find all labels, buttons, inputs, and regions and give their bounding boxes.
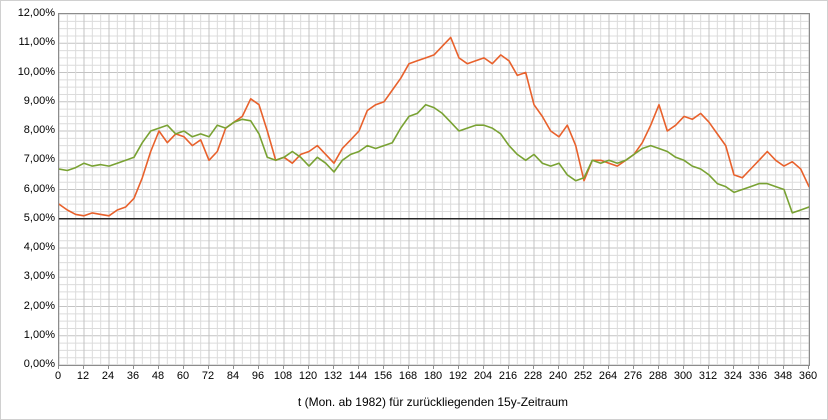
y-tick-label: 7,00% [23,153,55,166]
x-tick-label: 108 [273,370,293,382]
y-tick-label: 8,00% [23,124,55,136]
x-tick-label: 216 [498,370,518,382]
y-tick-label: 11,00% [18,36,56,49]
x-tick-label: 84 [226,370,240,382]
y-tick-label: 3,00% [23,270,55,283]
x-tick-mark [408,365,409,369]
x-tick-label: 336 [748,370,768,382]
x-tick-mark [633,365,634,369]
x-tick-mark [183,365,184,369]
plot-area [58,13,810,366]
x-tick-label: 144 [348,370,368,382]
x-tick-mark [358,365,359,369]
x-tick-label: 60 [176,370,190,382]
x-tick-mark [608,365,609,369]
x-tick-label: 264 [598,370,618,382]
x-tick-mark [233,365,234,369]
x-tick-label: 132 [323,370,343,382]
y-tick-label: 5,00% [23,211,55,224]
x-tick-mark [683,365,684,369]
y-tick-label: 0,00% [23,358,55,370]
x-tick-mark [583,365,584,369]
y-tick-label: 10,00% [17,65,55,78]
y-tick-label: 1,00% [23,328,55,341]
x-tick-label: 168 [398,370,418,382]
x-tick-label: 0 [54,370,62,382]
x-tick-label: 120 [298,370,318,382]
x-tick-mark [133,365,134,369]
x-tick-label: 48 [151,370,165,382]
x-tick-mark [558,365,559,369]
series-orange [59,36,809,217]
y-tick-label: 12,00% [17,7,55,19]
y-tick-label: 9,00% [23,94,55,107]
x-tick-label: 96 [251,370,265,382]
x-tick-mark [58,365,59,369]
x-tick-mark [533,365,534,369]
y-tick-label: 6,00% [23,182,55,195]
plot-svg [59,14,809,365]
x-tick-label: 12 [76,370,90,382]
x-axis-title: t (Mon. ab 1982) für zurückliegenden 15y… [297,395,569,409]
x-tick-label: 348 [773,370,793,382]
x-tick-label: 288 [648,370,668,382]
x-tick-label: 312 [698,370,718,382]
x-tick-mark [383,365,384,369]
x-tick-label: 204 [473,370,493,382]
x-tick-mark [158,365,159,369]
x-tick-mark [283,365,284,369]
x-tick-mark [808,365,809,369]
x-tick-label: 252 [573,370,593,382]
x-tick-mark [108,365,109,369]
x-tick-label: 276 [623,370,643,382]
x-tick-label: 24 [101,370,115,382]
y-tick-label: 4,00% [23,241,55,253]
x-tick-mark [508,365,509,369]
x-tick-mark [658,365,659,369]
x-tick-mark [83,365,84,369]
x-tick-mark [783,365,784,369]
x-tick-label: 156 [373,370,393,382]
x-tick-mark [258,365,259,369]
x-tick-label: 360 [798,370,818,382]
x-tick-label: 72 [201,370,215,382]
x-tick-mark [458,365,459,369]
x-tick-label: 36 [126,370,140,382]
x-tick-mark [708,365,709,369]
x-tick-mark [483,365,484,369]
x-tick-label: 324 [723,370,743,382]
x-tick-mark [433,365,434,369]
x-tick-label: 192 [448,370,468,382]
x-tick-label: 228 [523,370,543,382]
x-tick-label: 300 [673,370,693,382]
x-tick-label: 180 [423,370,443,382]
x-tick-mark [758,365,759,369]
series-green [59,103,809,214]
x-tick-mark [308,365,309,369]
y-tick-label: 2,00% [23,299,55,312]
x-tick-mark [208,365,209,369]
x-tick-mark [333,365,334,369]
x-tick-label: 240 [548,370,568,382]
x-tick-mark [733,365,734,369]
